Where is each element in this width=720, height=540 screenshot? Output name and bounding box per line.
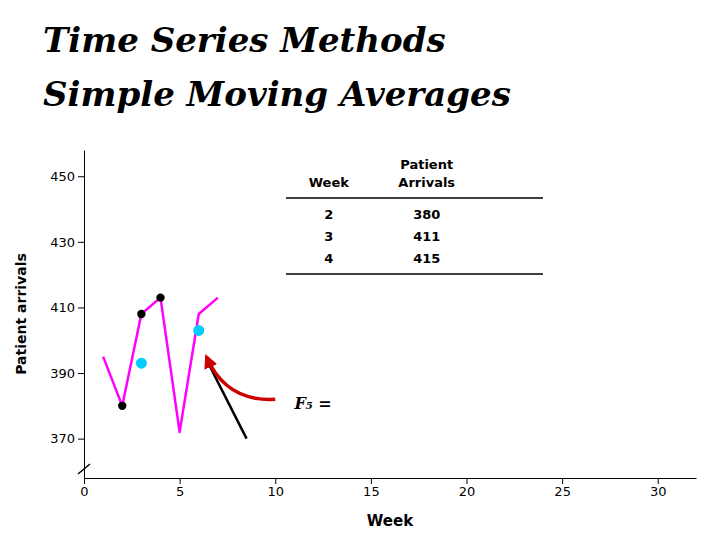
title: Time Series Methods (43, 20, 446, 60)
subtitle: Simple Moving Averages (43, 74, 511, 114)
table-cell: 415 (413, 251, 440, 266)
tick: 390 (50, 366, 84, 381)
tick: 410 (50, 300, 84, 315)
tick: 0 (80, 478, 88, 499)
axis-line (84, 151, 85, 479)
tick-mark (84, 478, 85, 484)
tick: 10 (267, 478, 284, 499)
tick: 20 (459, 478, 476, 499)
marks (103, 293, 246, 438)
point (193, 325, 204, 336)
point (137, 310, 145, 318)
tick: 30 (650, 478, 667, 499)
plot-area: 0 5 10 15 20 25 30 370 390 410 430 450 Week Patient a… (13, 151, 697, 531)
tick: 5 (176, 478, 184, 499)
tick-mark (371, 478, 372, 484)
tick-mark (78, 373, 84, 374)
tick-label: 390 (50, 366, 75, 381)
annotations: F₅ = (206, 357, 331, 413)
table-header: Arrivals (398, 175, 455, 190)
axis-break (78, 464, 90, 474)
table-header: Patient (400, 157, 453, 172)
tick-label: 0 (80, 484, 88, 499)
tick-label: 20 (459, 484, 476, 499)
tick-mark (78, 439, 84, 440)
table-cell: 2 (324, 207, 333, 222)
table-cell: 3 (324, 229, 333, 244)
tick-label: 5 (176, 484, 184, 499)
tick-label: 30 (650, 484, 667, 499)
tick-mark (180, 478, 181, 484)
axis-line (85, 478, 697, 479)
x-axis-title: Week (367, 512, 414, 530)
table-rule (286, 197, 543, 199)
table-rule (286, 273, 543, 275)
tick-mark (78, 176, 84, 177)
tick-label: 15 (363, 484, 380, 499)
tick-label: 430 (50, 235, 75, 250)
table: Week Patient Arrivals 2 380 3 411 4 415 (286, 157, 543, 274)
tick: 25 (554, 478, 571, 499)
tick-label: 450 (50, 169, 75, 184)
table-cell: 4 (324, 251, 333, 266)
tick-label: 10 (267, 484, 284, 499)
tick: 370 (50, 431, 84, 446)
table-cell: 380 (413, 207, 440, 222)
point (136, 358, 147, 369)
tick-mark (658, 478, 659, 484)
table-header: Week (309, 175, 350, 190)
tick-label: 410 (50, 300, 75, 315)
point (156, 293, 164, 301)
tick-mark (78, 242, 84, 243)
y-axis-title: Patient arrivals (13, 253, 29, 375)
tick-mark (562, 478, 563, 484)
arrow (206, 357, 275, 400)
tick-label: 370 (50, 431, 75, 446)
annotation: F₅ = (293, 394, 331, 413)
table-cell: 411 (413, 229, 440, 244)
point (118, 402, 126, 410)
y-axis: 370 390 410 430 450 (50, 151, 84, 479)
line (208, 363, 246, 438)
chart: Time Series Methods Simple Moving Average… (0, 0, 720, 540)
tick-mark (467, 478, 468, 484)
tick-label: 25 (554, 484, 571, 499)
tick: 15 (363, 478, 380, 499)
tick-mark (78, 307, 84, 308)
x-axis: 0 5 10 15 20 25 30 (80, 478, 696, 499)
tick-mark (275, 478, 276, 484)
tick: 430 (50, 235, 84, 250)
line (103, 298, 218, 432)
tick: 450 (50, 169, 84, 184)
